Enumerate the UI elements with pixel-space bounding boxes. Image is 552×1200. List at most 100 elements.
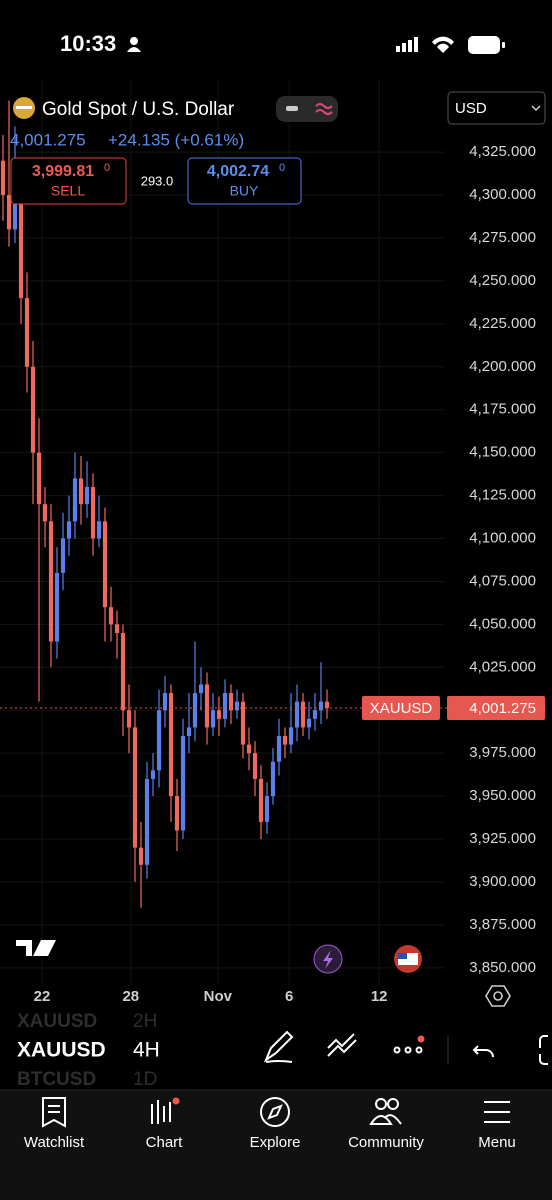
candle-body (48, 521, 54, 642)
notification-dot (172, 1097, 180, 1105)
candle-body (78, 478, 84, 505)
sell-price: 3,999.81 (32, 163, 94, 180)
plot (0, 100, 447, 908)
candle-body (318, 701, 324, 711)
last-price-box (447, 696, 545, 721)
candle-body (114, 624, 120, 633)
candle-body (234, 701, 240, 711)
toolbar-symbol[interactable]: XAUUSD (17, 1039, 106, 1062)
candle-body (168, 693, 174, 797)
symbol-name: Gold Spot / U.S. Dollar (42, 99, 235, 120)
sell-button[interactable] (10, 157, 127, 205)
pill-icon (315, 103, 333, 115)
candle-body (294, 701, 300, 728)
candle-body (174, 796, 180, 831)
currency: USD (455, 100, 487, 117)
candle-body (126, 710, 132, 728)
ghost-interval: 2H (133, 1011, 157, 1032)
y-tick-label: 4,150.000 (469, 444, 536, 461)
buy-button[interactable] (187, 157, 302, 205)
candle-body (0, 160, 6, 196)
candle-body (6, 195, 12, 230)
candle-body (96, 521, 102, 539)
last-price: 4,001.275 (10, 130, 86, 149)
lightning-icon (323, 950, 333, 969)
candle-body (102, 521, 108, 608)
candle-body (138, 847, 144, 865)
candle-body (186, 727, 192, 736)
candle-body (228, 693, 234, 711)
settings-icon[interactable] (485, 985, 511, 1007)
candle-body (156, 710, 162, 771)
y-tick-label: 3,975.000 (469, 744, 536, 761)
toolbar-interval[interactable]: 4H (133, 1039, 160, 1062)
candle-body (12, 195, 18, 230)
candle-body (54, 572, 60, 642)
y-tick-label: 4,175.000 (469, 401, 536, 418)
buy-price: 4,002.74 (207, 163, 269, 180)
candle-body (198, 684, 204, 694)
tab-icons[interactable] (42, 1097, 510, 1128)
candle-body (72, 478, 78, 522)
candle-body (222, 693, 228, 719)
candle-body (192, 693, 198, 728)
tab-label[interactable]: Menu (478, 1134, 516, 1151)
tab-label[interactable]: Explore (250, 1134, 301, 1151)
tab-label[interactable]: Chart (146, 1134, 184, 1151)
candle-body (210, 710, 216, 728)
y-tick-label: 4,275.000 (469, 229, 536, 246)
status-icons (127, 36, 505, 54)
candle-body (180, 735, 186, 831)
status-pill[interactable] (276, 96, 338, 122)
candle-body (144, 778, 150, 865)
candle-body (42, 504, 48, 522)
y-tick-label: 3,925.000 (469, 830, 536, 847)
symbol-tag-box (362, 696, 440, 721)
pill-icon (286, 106, 298, 111)
candle-body (270, 761, 276, 797)
price-axis: 3,850.000 3,875.000 3,900.000 3,925.000 3,95… (34, 143, 545, 1005)
x-tick-label: 28 (122, 988, 139, 1005)
candle-body (18, 195, 24, 299)
candle-body (240, 701, 246, 745)
last-price-label: 4,001.275 (469, 700, 536, 717)
buy-fraction: 0 (279, 162, 285, 174)
notification-dot (417, 1035, 425, 1043)
y-tick-label: 4,075.000 (469, 572, 536, 589)
x-tick-label: 6 (285, 988, 293, 1005)
y-tick-label: 4,325.000 (469, 143, 536, 160)
toolbar-icons[interactable] (263, 1030, 548, 1065)
y-tick-label: 3,850.000 (469, 959, 536, 976)
candle-body (252, 753, 258, 779)
y-tick-label: 3,950.000 (469, 787, 536, 804)
y-tick-label: 3,875.000 (469, 916, 536, 933)
y-tick-label: 3,900.000 (469, 873, 536, 890)
logo (16, 940, 56, 956)
candle-body (282, 735, 288, 745)
chevron (531, 105, 541, 112)
grid (0, 80, 444, 985)
currency-select[interactable] (447, 91, 546, 125)
y-tick-label: 4,250.000 (469, 272, 536, 289)
y-tick-label: 4,225.000 (469, 315, 536, 332)
candle-body (30, 366, 36, 453)
candle-body (276, 735, 282, 762)
candle-body (264, 796, 270, 822)
candle-body (108, 607, 114, 625)
symbol-tag: XAUUSD (370, 700, 433, 717)
spread: 293.0 (141, 173, 174, 188)
candle-body (132, 727, 138, 848)
candle-body (258, 778, 264, 822)
candle-body (66, 521, 72, 539)
tab-label[interactable]: Watchlist (24, 1134, 85, 1151)
candle-body (204, 684, 210, 728)
price-change: +24.135 (+0.61%) (108, 130, 244, 149)
y-tick-label: 4,200.000 (469, 358, 536, 375)
sell-label: SELL (51, 183, 85, 199)
candle-body (300, 701, 306, 728)
y-tick-label: 4,025.000 (469, 658, 536, 675)
candle-body (312, 710, 318, 719)
tab-label[interactable]: Community (348, 1134, 424, 1151)
